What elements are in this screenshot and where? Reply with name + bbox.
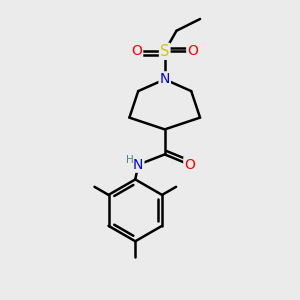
Text: N: N (160, 72, 170, 86)
Text: O: O (184, 158, 195, 172)
Text: N: N (133, 158, 143, 172)
Text: H: H (126, 155, 134, 165)
Text: O: O (187, 44, 198, 58)
Text: O: O (131, 44, 142, 58)
Text: S: S (160, 44, 169, 59)
